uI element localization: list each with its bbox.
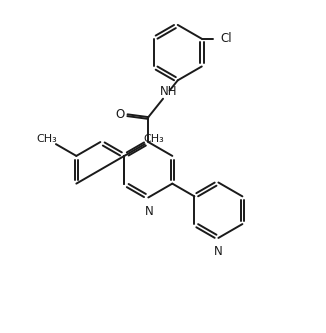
Text: CH₃: CH₃ <box>37 134 57 144</box>
Text: CH₃: CH₃ <box>143 134 164 144</box>
Text: NH: NH <box>160 85 177 98</box>
Text: Cl: Cl <box>220 32 232 45</box>
Text: O: O <box>116 108 125 121</box>
Text: N: N <box>214 245 223 258</box>
Text: N: N <box>145 205 153 218</box>
